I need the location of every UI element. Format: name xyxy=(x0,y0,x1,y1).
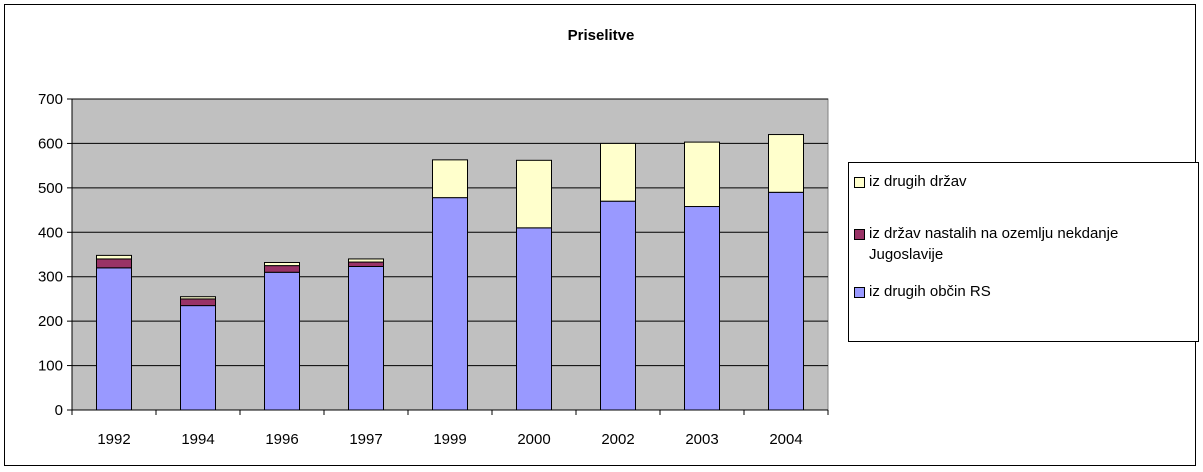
y-tick-label: 700 xyxy=(38,91,63,108)
bar-segment xyxy=(348,258,384,263)
bar-segment xyxy=(600,200,636,411)
legend-swatch xyxy=(854,229,865,240)
y-tick-label: 500 xyxy=(38,180,63,197)
bar-segment xyxy=(516,227,552,411)
legend-label: iz drugih držav xyxy=(869,173,967,190)
y-tick-label: 600 xyxy=(38,135,63,152)
x-tick-label: 2002 xyxy=(601,431,634,448)
plot-area: 0 100 200 300 400 500 600 700 1992 1994 1996 1997 19… xyxy=(38,91,829,448)
x-tick-label: 2000 xyxy=(517,431,550,448)
bar-segment xyxy=(600,142,636,202)
x-tick-label: 2003 xyxy=(685,431,718,448)
bar-segment xyxy=(432,197,468,411)
chart-title: Priselitve xyxy=(567,27,635,44)
legend-label: iz držav nastalih na ozemlju nekdanje Ju… xyxy=(869,225,1119,263)
x-tick-label: 1994 xyxy=(181,431,214,448)
y-tick-label: 200 xyxy=(38,313,63,330)
bar-segment xyxy=(516,159,552,229)
bar-segment xyxy=(684,206,720,411)
x-tick-label: 1992 xyxy=(97,431,130,448)
bar-segment xyxy=(264,265,300,273)
bar-segment xyxy=(264,271,300,411)
x-tick-label: 2004 xyxy=(769,431,802,448)
legend-swatch xyxy=(854,177,865,188)
bar-segment xyxy=(432,159,468,199)
bar-segment xyxy=(180,296,216,300)
legend-swatch xyxy=(854,287,865,298)
y-tick-label: 300 xyxy=(38,269,63,286)
legend-label: iz drugih občin RS xyxy=(869,283,991,300)
x-tick-label: 1996 xyxy=(265,431,298,448)
bar-segment xyxy=(348,261,384,267)
bar-segment xyxy=(96,258,132,269)
bar-segment xyxy=(768,191,804,411)
bar-segment xyxy=(96,267,132,411)
bar-segment xyxy=(96,254,132,260)
x-tick-label: 1999 xyxy=(433,431,466,448)
bar-segment xyxy=(768,134,804,193)
x-tick-label: 1997 xyxy=(349,431,382,448)
bar-segment xyxy=(180,305,216,411)
y-tick-label: 400 xyxy=(38,224,63,241)
bar-segment xyxy=(264,261,300,267)
y-tick-label: 0 xyxy=(55,402,63,419)
bar-segment xyxy=(180,298,216,307)
bar-segment xyxy=(684,141,720,208)
legend: iz drugih držav iz držav nastalih na ozem… xyxy=(848,162,1199,342)
bar-segment xyxy=(348,265,384,411)
y-tick-label: 100 xyxy=(38,358,63,375)
